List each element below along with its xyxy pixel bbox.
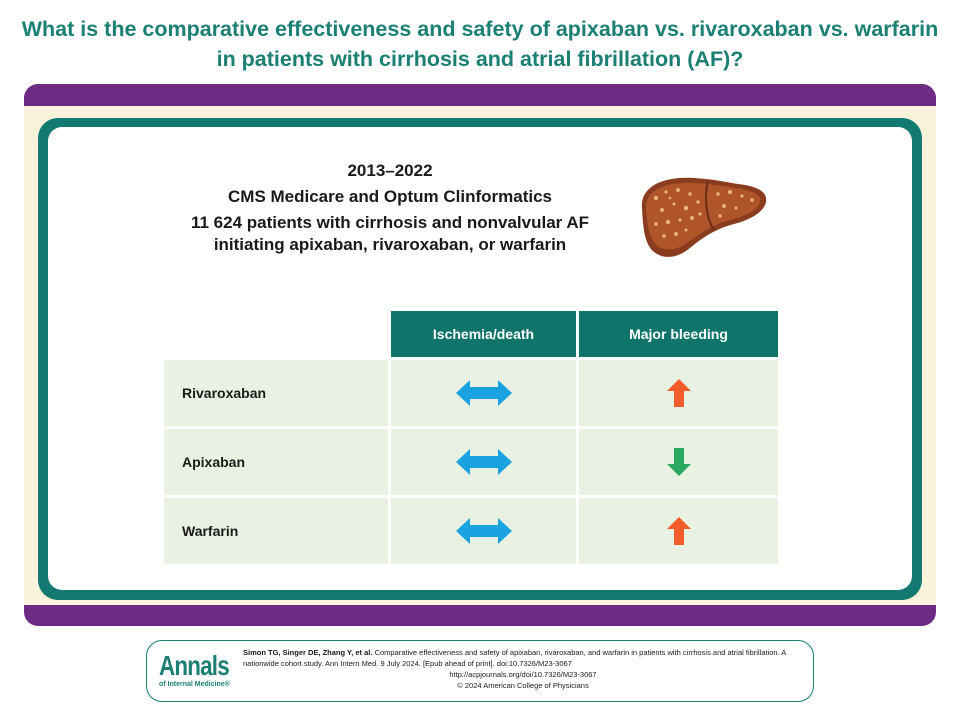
- copyright: © 2024 American College of Physicians: [457, 681, 589, 690]
- citation-text: Simon TG, Singer DE, Zhang Y, et al. Com…: [243, 647, 803, 691]
- citation-body: Comparative effectiveness and safety of …: [243, 648, 786, 668]
- double-arrow-icon: [455, 518, 512, 544]
- row-label-rivaroxaban: Rivaroxaban: [164, 360, 388, 426]
- cell-warfarin-bleeding: [579, 498, 778, 564]
- population-line-1: 11 624 patients with cirrhosis and nonva…: [190, 213, 590, 232]
- data-sources: CMS Medicare and Optum Clinformatics: [228, 187, 552, 206]
- up-arrow-icon: [666, 379, 691, 407]
- annals-logo: Annals of Internal Medicine®: [159, 650, 246, 689]
- cell-warfarin-ischemia: [391, 498, 576, 564]
- citation-authors: Simon TG, Singer DE, Zhang Y, et al.: [243, 648, 373, 657]
- double-arrow-icon: [455, 380, 512, 406]
- logo-main: Annals: [159, 650, 230, 681]
- logo-sub: of Internal Medicine®: [159, 681, 230, 688]
- page-title: What is the comparative effectiveness an…: [21, 17, 939, 71]
- row-label-apixaban: Apixaban: [164, 429, 388, 495]
- header-ischemia-death: Ischemia/death: [391, 311, 576, 357]
- study-years: 2013–2022: [347, 161, 433, 180]
- double-arrow-icon: [455, 449, 512, 475]
- down-arrow-icon: [666, 448, 691, 476]
- row-label-warfarin: Warfarin: [164, 498, 388, 564]
- cell-rivaroxaban-ischemia: [391, 360, 576, 426]
- header-major-bleeding: Major bleeding: [579, 311, 778, 357]
- citation-box: Annals of Internal Medicine® Simon TG, S…: [146, 640, 814, 702]
- cell-apixaban-bleeding: [579, 429, 778, 495]
- up-arrow-icon: [666, 517, 691, 545]
- population-line-2: initiating apixaban, rivaroxaban, or war…: [213, 235, 567, 254]
- liver-icon: [641, 177, 767, 257]
- citation-url[interactable]: http://acpjournals.org/doi/10.7326/M23-3…: [449, 670, 597, 679]
- cell-rivaroxaban-bleeding: [579, 360, 778, 426]
- cell-apixaban-ischemia: [391, 429, 576, 495]
- study-info: 2013–2022 CMS Medicare and Optum Clinfor…: [140, 160, 640, 256]
